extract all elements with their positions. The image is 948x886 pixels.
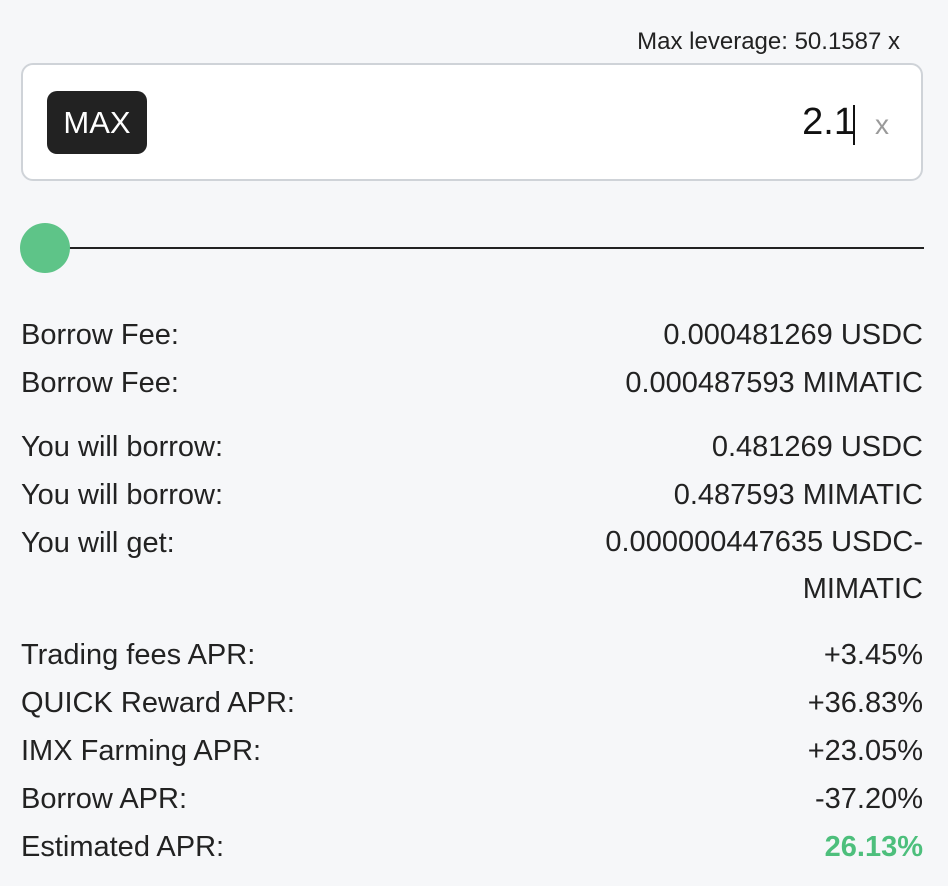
- leverage-unit: x: [875, 109, 889, 140]
- borrow-fee-usdc-value: 0.000481269 USDC: [663, 319, 923, 351]
- imx-farming-apr-label: IMX Farming APR:: [21, 735, 262, 767]
- leverage-slider-track[interactable]: [44, 247, 924, 249]
- get-value: 0.000000447635 USDC-MIMATIC: [605, 526, 923, 605]
- borrow-label: You will borrow:: [21, 431, 224, 463]
- leverage-input-box[interactable]: MAX 2.1 x: [21, 63, 923, 181]
- borrow-apr-label: Borrow APR:: [21, 783, 187, 815]
- borrow-mimatic-value: 0.487593 MIMATIC: [673, 479, 923, 511]
- get-row: You will get: 0.000000447635 USDC-MIMATI…: [21, 519, 923, 615]
- max-button[interactable]: MAX: [47, 91, 147, 154]
- get-label: You will get:: [21, 527, 175, 559]
- trading-fees-apr-label: Trading fees APR:: [21, 639, 256, 671]
- quick-reward-apr-value: +36.83%: [807, 687, 923, 719]
- borrow-usdc-value: 0.481269 USDC: [711, 431, 923, 463]
- quick-reward-apr-label: QUICK Reward APR:: [21, 687, 295, 719]
- leverage-input[interactable]: 2.1: [802, 101, 855, 143]
- estimated-apr-label: Estimated APR:: [21, 831, 225, 863]
- borrow-fee-label: Borrow Fee:: [21, 367, 179, 399]
- borrow-apr-value: -37.20%: [814, 783, 923, 815]
- estimated-apr-value: 26.13%: [824, 831, 923, 863]
- text-caret: [853, 105, 855, 145]
- imx-farming-apr-value: +23.05%: [807, 735, 923, 767]
- trading-fees-apr-value: +3.45%: [823, 639, 923, 671]
- borrow-fee-mimatic-value: 0.000487593 MIMATIC: [625, 367, 923, 399]
- borrow-fee-label: Borrow Fee:: [21, 319, 179, 351]
- borrow-label: You will borrow:: [21, 479, 224, 511]
- leverage-slider-thumb[interactable]: [20, 223, 70, 273]
- max-leverage-label: Max leverage: 50.1587 x: [637, 28, 900, 55]
